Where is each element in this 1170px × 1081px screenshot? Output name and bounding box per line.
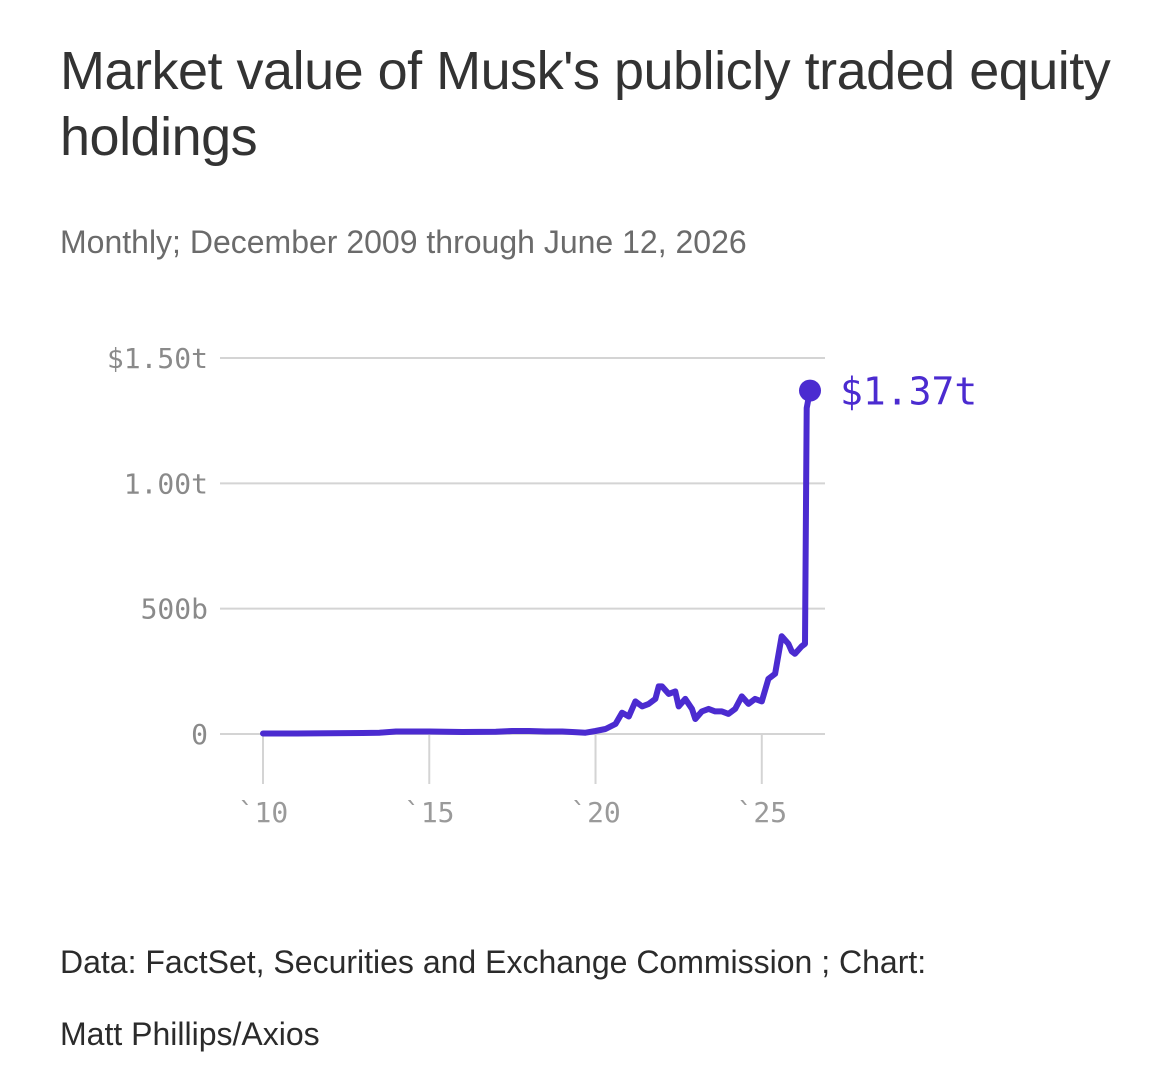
- grid-lines: $1.50t 1.00t 500b 0: [107, 342, 825, 751]
- chart-title: Market value of Musk's publicly traded e…: [60, 41, 1111, 167]
- y-tick-label: 0: [191, 718, 208, 751]
- source-line-2: Matt Phillips/Axios: [60, 1016, 320, 1052]
- x-tick-label: `25: [736, 796, 787, 829]
- series-line-path: [260, 387, 813, 737]
- x-axis: `10 `15 `20 `25: [238, 734, 787, 829]
- x-tick-label: `15: [404, 796, 455, 829]
- end-value-label: $1.37t: [840, 370, 977, 414]
- x-tick-label: `10: [238, 796, 289, 829]
- y-tick-label: 500b: [141, 593, 208, 626]
- y-tick-label: 1.00t: [124, 467, 208, 500]
- y-tick-label: $1.50t: [107, 342, 208, 375]
- chart-subtitle: Monthly; December 2009 through June 12, …: [60, 224, 747, 260]
- source-line-1: Data: FactSet, Securities and Exchange C…: [60, 944, 927, 980]
- line-chart: $1.50t 1.00t 500b 0 `10 `15 `20 `25 $1.37t: [107, 342, 977, 829]
- series-line: $1.37t: [260, 370, 977, 737]
- end-point-marker: [799, 379, 821, 402]
- source-credit: Data: FactSet, Securities and Exchange C…: [60, 926, 1120, 1070]
- x-tick-label: `20: [570, 796, 621, 829]
